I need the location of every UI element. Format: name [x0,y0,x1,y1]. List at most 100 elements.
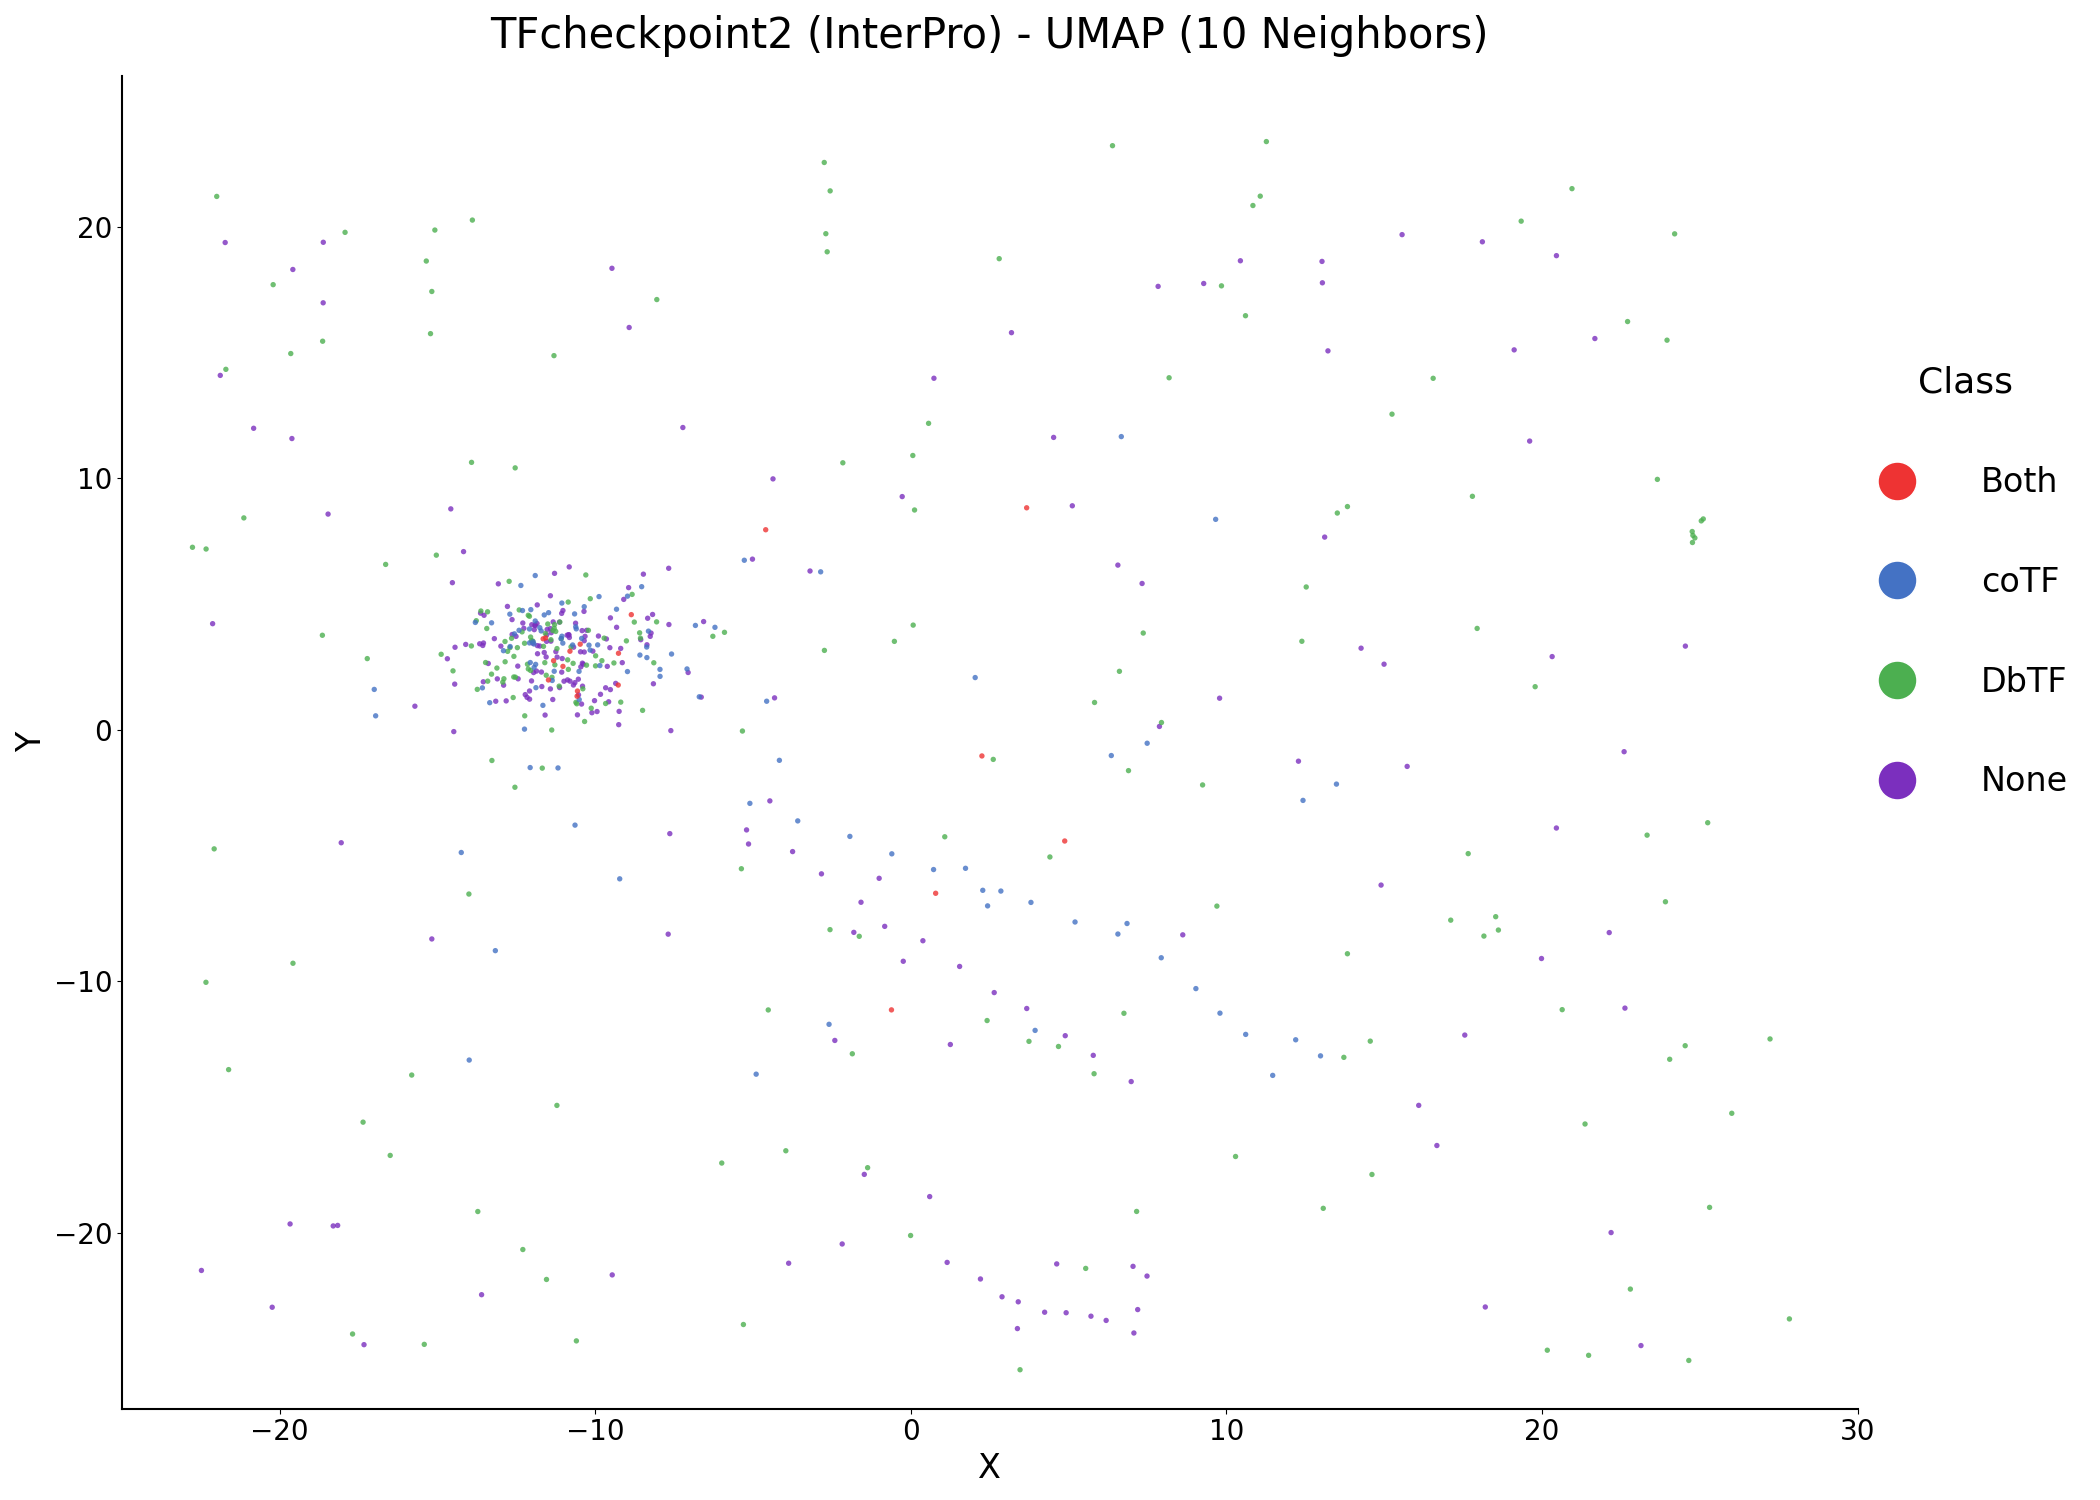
coTF [494,602,527,625]
Y-axis label: Y: Y [15,732,48,753]
Both [561,684,594,708]
None [607,588,640,612]
DbTF [617,610,651,634]
DbTF [1004,1358,1037,1382]
DbTF [437,658,470,682]
None [502,654,536,678]
coTF [445,840,479,864]
None [477,627,510,651]
DbTF [277,951,311,975]
DbTF [850,1155,884,1179]
coTF [504,573,538,597]
None [1126,572,1159,596]
None [416,927,449,951]
None [510,686,544,709]
DbTF [615,582,649,606]
DbTF [561,692,594,715]
None [552,622,586,646]
DbTF [540,1094,573,1118]
None [506,610,540,634]
DbTF [1653,1047,1686,1071]
Both [561,680,594,703]
None [559,670,592,694]
None [1606,740,1640,764]
DbTF [1483,918,1516,942]
None [685,686,718,709]
None [311,503,344,526]
coTF [1285,789,1319,813]
coTF [458,610,491,634]
coTF [1199,507,1233,531]
DbTF [1069,1257,1103,1281]
DbTF [769,1138,802,1162]
DbTF [1077,1062,1111,1086]
None [1390,754,1424,778]
None [588,676,622,700]
DbTF [346,1110,380,1134]
coTF [1203,1000,1237,1024]
DbTF [1648,890,1682,914]
None [601,615,634,639]
DbTF [487,668,521,692]
DbTF [552,590,586,613]
coTF [571,633,605,657]
DbTF [481,656,514,680]
DbTF [374,1143,407,1167]
None [1121,1298,1155,1322]
None [565,692,598,715]
None [598,672,632,696]
DbTF [496,627,529,651]
None [521,592,554,616]
coTF [813,1013,846,1036]
None [995,321,1029,345]
coTF [472,690,506,714]
None [775,840,808,864]
None [943,954,976,978]
DbTF [498,456,531,480]
None [1040,1252,1073,1276]
DbTF [895,1224,928,1248]
coTF [834,825,867,849]
DbTF [1571,1344,1604,1368]
DbTF [605,690,638,714]
coTF [527,693,561,717]
DbTF [559,690,592,714]
None [1100,554,1134,578]
None [466,632,500,656]
DbTF [1250,129,1283,153]
DbTF [1153,366,1186,390]
DbTF [928,825,962,849]
DbTF [559,1329,592,1353]
DbTF [1613,1276,1646,1300]
coTF [525,620,559,644]
coTF [559,615,592,639]
None [636,672,670,696]
None [208,231,242,255]
DbTF [1772,1306,1806,1330]
None [1310,339,1344,363]
DbTF [1651,328,1684,352]
DbTF [976,747,1010,771]
DbTF [210,357,244,381]
None [548,669,582,693]
DbTF [487,630,521,654]
coTF [1256,1064,1289,1088]
DbTF [424,642,458,666]
coTF [611,584,645,608]
None [934,1032,968,1056]
coTF [584,654,617,678]
None [487,674,521,698]
DbTF [1676,531,1709,555]
None [481,668,514,692]
None [653,718,687,742]
None [521,642,554,666]
None [605,651,638,675]
None [1048,1023,1082,1047]
DbTF [1546,998,1579,1022]
None [529,645,563,669]
None [533,584,567,608]
None [582,624,615,648]
DbTF [983,246,1016,270]
None [449,633,483,657]
None [508,682,542,706]
